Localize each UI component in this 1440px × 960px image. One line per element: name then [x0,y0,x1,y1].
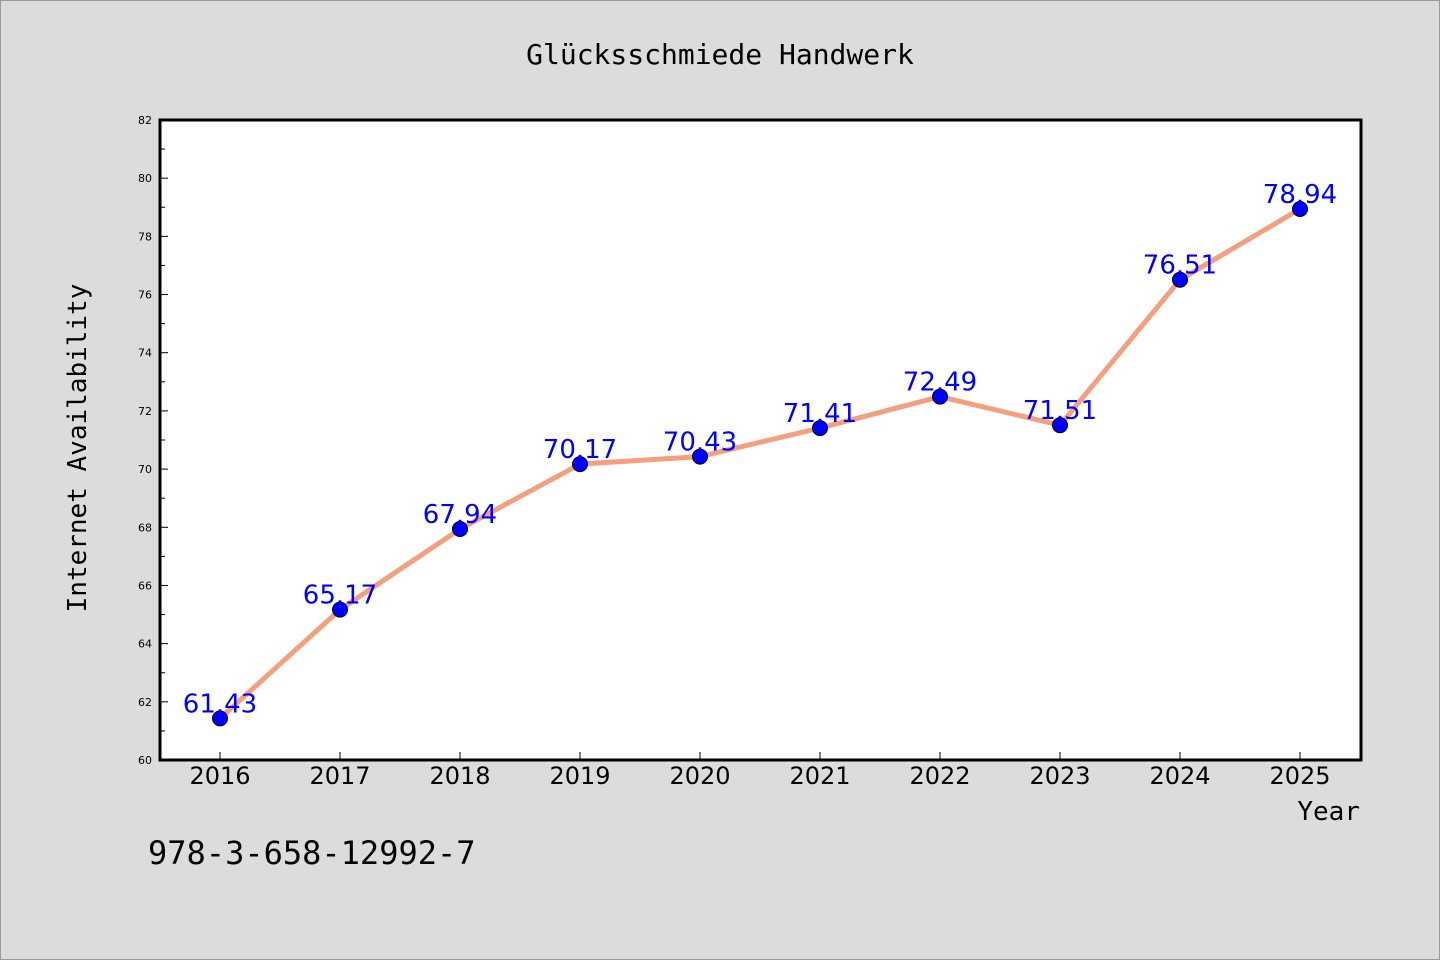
y-tick-label: 68 [138,521,152,534]
data-point [572,456,588,473]
x-tick-label: 2018 [429,762,490,790]
data-point [932,388,948,405]
isbn-label: 978-3-658-12992-7 [148,834,476,872]
y-tick-label: 82 [138,114,152,127]
data-label: 71.41 [783,399,857,429]
x-tick-label: 2017 [309,762,370,790]
data-label: 65.17 [303,581,377,611]
data-label: 72.49 [903,368,977,398]
x-tick-label: 2022 [909,762,970,790]
series-line [217,206,1303,721]
data-point [812,420,828,437]
y-tick-label: 72 [138,405,152,418]
data-label: 71.51 [1023,396,1097,426]
x-tick-label: 2024 [1149,762,1210,790]
data-point [692,448,708,465]
x-tick-label: 2025 [1269,762,1330,790]
y-tick-label: 62 [138,696,152,709]
x-tick-label: 2023 [1029,762,1090,790]
y-tick-label: 80 [138,172,152,185]
chart-title: Glücksschmiede Handwerk [526,38,914,71]
data-label: 70.43 [663,428,737,458]
y-tick-label: 78 [138,230,152,243]
data-label: 70.17 [543,435,617,465]
x-tick-label: 2021 [789,762,850,790]
y-tick-label: 74 [138,347,152,360]
data-point [1052,417,1068,434]
data-point [1292,201,1308,218]
data-label: 76.51 [1143,251,1217,281]
x-axis-ticks: 2016 2017 2018 2019 2020 2021 2022 2023 2024 2025 [189,752,1331,790]
y-tick-label: 64 [138,638,152,651]
y-tick-label: 66 [138,579,152,592]
y-axis-title: Internet Availability [63,284,93,613]
data-point [1172,271,1188,288]
data-label: 67.94 [423,500,497,530]
y-tick-label: 60 [138,754,152,767]
y-tick-label: 70 [138,463,152,476]
x-axis-title: Year [1297,797,1360,827]
series-layer [212,201,1308,727]
data-label: 78.94 [1263,180,1337,210]
y-tick-label: 76 [138,289,152,302]
data-point [212,710,228,727]
plot-border [158,118,1363,762]
x-tick-label: 2019 [549,762,610,790]
x-tick-label: 2020 [669,762,730,790]
data-point [332,601,348,618]
data-point [452,521,468,538]
x-tick-label: 2016 [189,762,250,790]
data-label: 61.43 [183,689,257,719]
data-labels: 61.43 65.17 67.94 70.17 70.43 71.41 72.49 71.51… [183,180,1337,719]
